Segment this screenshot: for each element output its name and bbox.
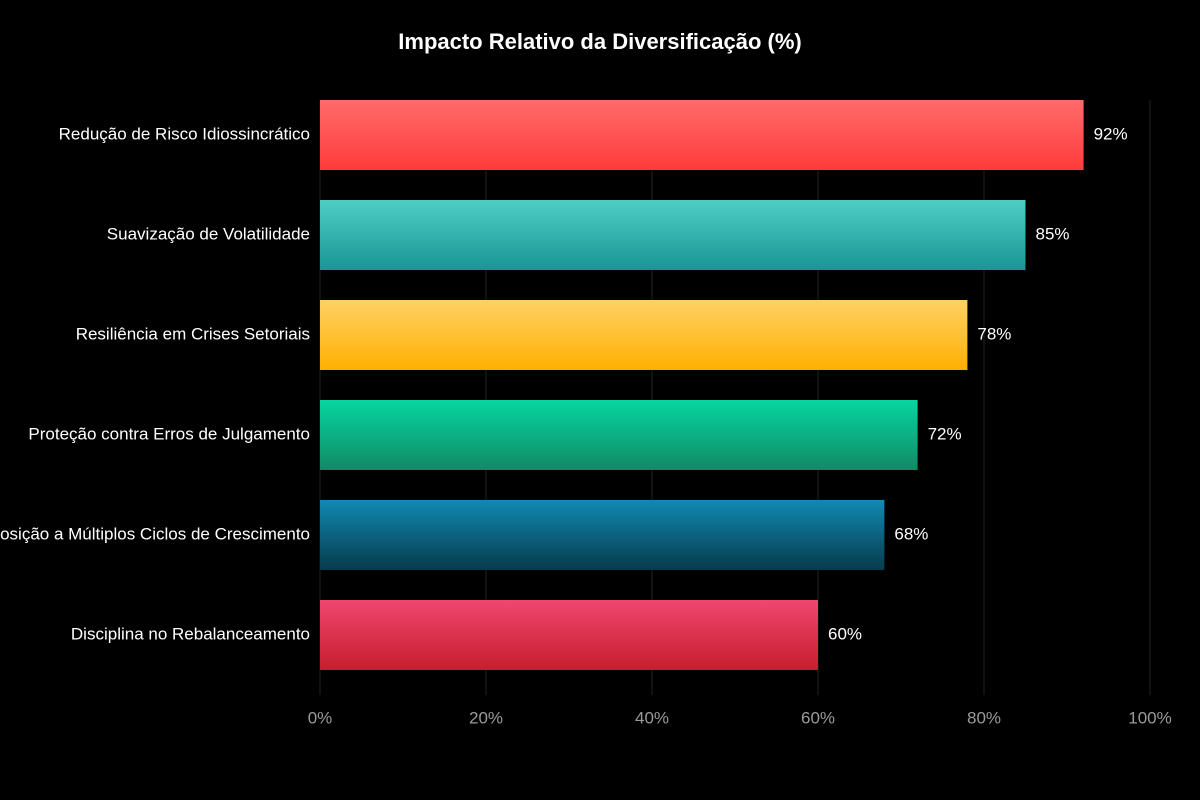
x-tick-label: 20%	[469, 708, 503, 727]
y-tick-label: Proteção contra Erros de Julgamento	[28, 424, 310, 443]
value-label: 78%	[977, 324, 1011, 343]
chart-title: Impacto Relativo da Diversificação (%)	[398, 29, 801, 54]
x-tick-label: 40%	[635, 708, 669, 727]
value-label: 68%	[894, 524, 928, 543]
bar	[320, 600, 818, 670]
bar	[320, 300, 968, 370]
value-label: 92%	[1094, 124, 1128, 143]
bar	[320, 500, 885, 570]
bar	[320, 200, 1026, 270]
value-label: 60%	[828, 624, 862, 643]
y-tick-label: Resiliência em Crises Setoriais	[76, 324, 310, 343]
value-label: 72%	[928, 424, 962, 443]
x-tick-label: 60%	[801, 708, 835, 727]
value-label: 85%	[1036, 224, 1070, 243]
y-tick-label: Suavização de Volatilidade	[107, 224, 310, 243]
bar	[320, 400, 918, 470]
x-tick-label: 80%	[967, 708, 1001, 727]
y-tick-label: Redução de Risco Idiossincrático	[59, 124, 310, 143]
y-tick-label: Exposição a Múltiplos Ciclos de Crescime…	[0, 524, 310, 543]
bar	[320, 100, 1084, 170]
x-tick-label: 0%	[308, 708, 333, 727]
x-tick-label: 100%	[1128, 708, 1171, 727]
y-tick-label: Disciplina no Rebalanceamento	[71, 624, 310, 643]
